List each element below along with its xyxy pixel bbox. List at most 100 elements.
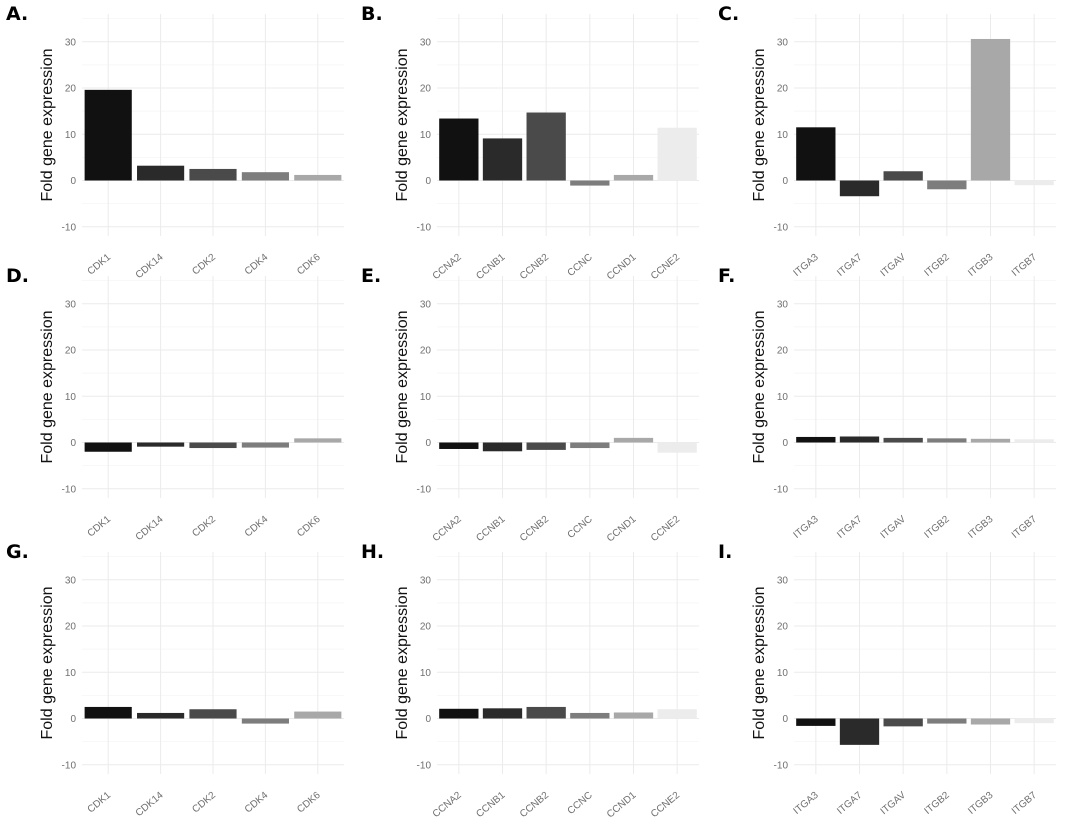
bar-itgb7 xyxy=(1014,180,1054,186)
x-tick-label: ITGB7 xyxy=(1010,514,1040,541)
bar-itgav xyxy=(883,718,923,727)
bar-ccnc xyxy=(570,442,610,449)
y-tick-label: 0 xyxy=(782,438,788,449)
bar-itga3 xyxy=(796,127,836,181)
bar-itgb3 xyxy=(970,718,1011,725)
y-tick-label: -10 xyxy=(774,222,789,233)
panel-label: F. xyxy=(718,265,735,287)
bar-ccna2 xyxy=(439,708,479,719)
y-tick-label: 30 xyxy=(420,37,432,48)
bar-ccna2 xyxy=(439,442,479,449)
bar-itgb2 xyxy=(927,180,967,190)
bar-cdk4 xyxy=(241,718,289,724)
x-tick-label: CDK6 xyxy=(295,790,323,816)
y-tick-label: -10 xyxy=(417,222,432,233)
y-tick-label: 30 xyxy=(420,299,432,310)
x-tick-label: CDK2 xyxy=(190,514,218,540)
bar-itga7 xyxy=(839,180,880,197)
y-tick-label: 20 xyxy=(65,84,77,95)
y-tick-label: -10 xyxy=(774,760,789,771)
y-tick-label: 0 xyxy=(70,176,76,187)
y-tick-label: -10 xyxy=(417,760,432,771)
bar-ccnb1 xyxy=(482,708,523,719)
panel-label: C. xyxy=(718,3,739,25)
x-tick-label: ITGB7 xyxy=(1010,790,1040,817)
y-tick-label: 30 xyxy=(777,299,789,310)
bar-itga3 xyxy=(796,436,836,443)
y-tick-label: 10 xyxy=(65,668,77,679)
y-tick-label: 10 xyxy=(420,130,432,141)
bar-itgb2 xyxy=(927,718,967,724)
bar-itga3 xyxy=(796,718,836,726)
y-tick-label: 30 xyxy=(65,299,77,310)
x-tick-label: ITGAV xyxy=(879,790,909,817)
bar-cdk4 xyxy=(241,442,289,448)
y-tick-label: 30 xyxy=(65,37,77,48)
bar-cdk14 xyxy=(137,442,185,447)
bar-ccne2 xyxy=(657,709,697,719)
y-tick-label: 30 xyxy=(420,575,432,586)
y-tick-label: -10 xyxy=(774,484,789,495)
bar-itgav xyxy=(883,171,923,181)
bar-itgb3 xyxy=(970,38,1011,181)
bar-itga7 xyxy=(839,718,880,745)
x-tick-label: ITGB2 xyxy=(923,514,953,541)
y-tick-label: 10 xyxy=(777,392,789,403)
bar-ccnb2 xyxy=(526,706,566,719)
panel-label: D. xyxy=(6,265,29,287)
bar-ccna2 xyxy=(439,118,479,181)
bar-cdk1 xyxy=(84,442,132,452)
y-tick-label: 0 xyxy=(425,438,431,449)
y-axis-title: Fold gene expression xyxy=(751,49,768,202)
y-tick-label: -10 xyxy=(62,760,77,771)
bar-cdk2 xyxy=(189,442,237,449)
x-tick-label: ITGA7 xyxy=(835,514,865,541)
y-tick-label: 20 xyxy=(420,84,432,95)
panel-label: B. xyxy=(361,3,383,25)
x-tick-label: CCNC xyxy=(566,514,595,541)
bar-cdk14 xyxy=(137,712,185,719)
bar-itgav xyxy=(883,437,923,443)
y-axis-title: Fold gene expression xyxy=(394,587,411,740)
bar-ccnd1 xyxy=(613,712,654,719)
y-tick-label: 20 xyxy=(777,622,789,633)
x-tick-label: CCNE2 xyxy=(649,790,682,820)
bar-cdk6 xyxy=(294,174,342,181)
bar-ccnd1 xyxy=(613,437,654,443)
bar-cdk2 xyxy=(189,168,237,181)
y-tick-label: 20 xyxy=(65,622,77,633)
y-tick-label: 10 xyxy=(65,392,77,403)
x-tick-label: CCNC xyxy=(566,790,595,817)
x-tick-label: CCNB2 xyxy=(518,790,551,820)
bar-cdk6 xyxy=(294,438,342,443)
y-tick-label: 0 xyxy=(782,176,788,187)
y-tick-label: 0 xyxy=(70,438,76,449)
x-tick-label: CDK2 xyxy=(190,790,218,816)
x-tick-label: CDK4 xyxy=(243,790,271,816)
bar-itgb7 xyxy=(1014,439,1054,443)
x-tick-label: ITGA7 xyxy=(835,790,865,817)
chart-panel-f: F. -10 0 10 20 30 ITGA3 ITGA7 ITGAV ITGB2 ITGB3 ITG… xyxy=(718,265,1056,541)
x-tick-label: CCNA2 xyxy=(431,790,464,820)
y-tick-label: 10 xyxy=(777,668,789,679)
chart-panel-h: H. -10 0 10 20 30 CCNA2 CCNB1 CCNB2 CCNC CCND1 CCNE… xyxy=(361,541,699,820)
x-tick-label: ITGB3 xyxy=(966,790,996,817)
x-tick-label: ITGAV xyxy=(879,514,909,541)
y-axis-title: Fold gene expression xyxy=(39,49,56,202)
y-axis-title: Fold gene expression xyxy=(751,587,768,740)
y-tick-label: 10 xyxy=(420,668,432,679)
x-tick-label: CDK14 xyxy=(134,790,166,819)
bar-cdk1 xyxy=(84,706,132,719)
y-tick-label: 20 xyxy=(777,84,789,95)
bar-itgb7 xyxy=(1014,718,1054,724)
y-tick-label: -10 xyxy=(62,222,77,233)
y-tick-label: 20 xyxy=(420,346,432,357)
y-tick-label: 10 xyxy=(420,392,432,403)
chart-panel-i: I. -10 0 10 20 30 ITGA3 ITGA7 ITGAV ITGB2 ITGB3 ITG… xyxy=(718,541,1056,817)
y-tick-label: 0 xyxy=(425,176,431,187)
y-tick-label: -10 xyxy=(62,484,77,495)
x-tick-label: ITGA3 xyxy=(792,790,822,817)
